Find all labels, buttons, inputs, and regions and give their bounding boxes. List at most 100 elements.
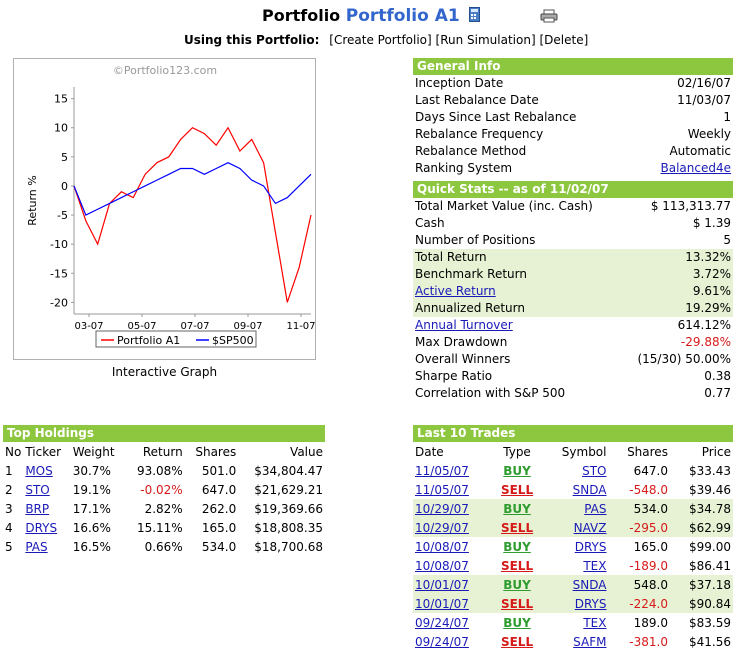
- legend-label-benchmark: $SP500: [212, 334, 254, 347]
- table-row: 10/08/07 BUY DRYS 165.0 $99.00: [415, 539, 731, 554]
- stat-row: Active Return 9.61%: [413, 283, 733, 300]
- stat-row: Annual Turnover 614.12%: [415, 318, 731, 332]
- stat-row: Sharpe Ratio 0.38: [415, 369, 731, 383]
- trade-type[interactable]: BUY: [503, 463, 531, 478]
- ticker-link[interactable]: STO: [25, 482, 50, 497]
- symbol-link[interactable]: SNDA: [572, 577, 607, 592]
- symbol-link[interactable]: TEX: [583, 558, 607, 573]
- col-price: Price: [701, 444, 731, 459]
- col-ticker: Ticker: [25, 444, 62, 459]
- stat-row: Number of Positions 5: [415, 233, 731, 247]
- table-row: 10/01/07 BUY SNDA 548.0 $37.18: [413, 575, 733, 594]
- chart-legend: [95, 330, 257, 348]
- y-tick-label: -20: [50, 296, 68, 309]
- table-row: 11/05/07 BUY STO 647.0 $33.43: [415, 463, 731, 478]
- col-value: Value: [290, 444, 323, 459]
- quick-stats-panel: Quick Stats -- as of 11/02/07 Total Mark…: [413, 181, 733, 402]
- symbol-link[interactable]: SNDA: [572, 482, 607, 497]
- ticker-link[interactable]: BRP: [25, 501, 50, 516]
- table-row: 2 STO 19.1% -0.02% 647.0 $21,629.21: [5, 482, 323, 497]
- performance-chart[interactable]: ©Portfolio123.com 15 10 5 0 -5 -10 -15 -20 03-07 0…: [14, 59, 317, 361]
- symbol-link[interactable]: NAVZ: [573, 520, 607, 535]
- date-link[interactable]: 11/05/07: [415, 463, 469, 478]
- graph-caption: Interactive Graph: [111, 365, 218, 379]
- date-link[interactable]: 10/08/07: [415, 558, 469, 573]
- portfolio-series-line: [73, 126, 312, 303]
- col-shares: Shares: [627, 444, 668, 459]
- trade-type[interactable]: SELL: [500, 558, 534, 573]
- active-return-link[interactable]: Active Return: [415, 284, 496, 298]
- y-tick-label: -10: [50, 238, 68, 251]
- run-simulation-link[interactable]: [Run Simulation]: [435, 33, 536, 47]
- x-tick-label: 03-07: [74, 321, 103, 332]
- ticker-link[interactable]: DRYS: [25, 520, 58, 535]
- top-holdings-panel: Top Holdings No Ticker Weight Return Sha…: [3, 425, 325, 556]
- date-link[interactable]: 10/29/07: [415, 520, 469, 535]
- delete-link[interactable]: [Delete]: [539, 33, 589, 47]
- stat-row: Max Drawdown -29.88%: [415, 335, 731, 349]
- title-row: Portfolio Portfolio A1: [0, 6, 735, 30]
- calculator-icon[interactable]: [469, 7, 481, 22]
- ticker-link[interactable]: MOS: [25, 463, 53, 478]
- x-tick-label: 07-07: [180, 321, 209, 332]
- annual-turnover-link[interactable]: Annual Turnover: [415, 318, 513, 332]
- trade-type[interactable]: BUY: [503, 577, 531, 592]
- trades-table: Date Type Symbol Shares Price 11/05/07 BU…: [413, 442, 733, 651]
- ticker-link[interactable]: PAS: [25, 539, 48, 554]
- date-link[interactable]: 09/24/07: [415, 634, 469, 649]
- col-symbol: Symbol: [561, 444, 607, 459]
- trade-type[interactable]: SELL: [500, 482, 534, 497]
- performance-graph[interactable]: ©Portfolio123.com 15 10 5 0 -5 -10 -15 -20 03-07 0…: [13, 58, 316, 360]
- table-row: 09/24/07 SELL SAFM -381.0 $41.56: [415, 634, 731, 649]
- create-portfolio-link[interactable]: [Create Portfolio]: [329, 33, 432, 47]
- symbol-link[interactable]: SAFM: [573, 634, 607, 649]
- table-row: 10/29/07 BUY PAS 534.0 $34.78: [413, 499, 733, 518]
- chart-watermark: ©Portfolio123.com: [113, 64, 217, 77]
- date-link[interactable]: 10/01/07: [415, 577, 469, 592]
- date-link[interactable]: 10/08/07: [415, 539, 469, 554]
- info-row: Rebalance Frequency Weekly: [415, 127, 731, 141]
- date-link[interactable]: 10/01/07: [415, 596, 469, 611]
- page-title: Portfolio Portfolio A1: [262, 6, 481, 26]
- y-axis-label: Return %: [26, 175, 39, 225]
- info-row: Rebalance Method Automatic: [415, 144, 731, 158]
- symbol-link[interactable]: DRYS: [574, 539, 607, 554]
- stat-row: Correlation with S&P 500 0.77: [415, 386, 731, 400]
- stat-row: Annualized Return 19.29%: [413, 300, 733, 317]
- portfolio-name: Portfolio A1: [345, 6, 460, 26]
- printer-icon[interactable]: [540, 9, 558, 23]
- x-tick-label: 11-07: [286, 321, 315, 332]
- trade-type[interactable]: SELL: [500, 596, 534, 611]
- trade-type[interactable]: SELL: [500, 634, 534, 649]
- stat-row: Overall Winners (15/30) 50.00%: [415, 352, 731, 366]
- table-row: 1 MOS 30.7% 93.08% 501.0 $34,804.47: [5, 463, 323, 478]
- table-row: 09/24/07 BUY TEX 189.0 $83.59: [415, 615, 731, 630]
- trade-type[interactable]: SELL: [500, 520, 534, 535]
- date-link[interactable]: 11/05/07: [415, 482, 469, 497]
- date-link[interactable]: 09/24/07: [415, 615, 469, 630]
- col-type: Type: [503, 444, 531, 459]
- symbol-link[interactable]: STO: [582, 463, 607, 478]
- y-tick-label: -5: [57, 209, 68, 222]
- info-row: Last Rebalance Date 11/03/07: [415, 93, 731, 107]
- trade-type[interactable]: BUY: [503, 615, 531, 630]
- trade-type[interactable]: BUY: [503, 539, 531, 554]
- col-no: No: [5, 444, 22, 459]
- table-row: 10/08/07 SELL TEX -189.0 $86.41: [415, 558, 731, 573]
- symbol-link[interactable]: DRYS: [574, 596, 607, 611]
- symbol-link[interactable]: PAS: [584, 501, 607, 516]
- general-info-panel: General Info Inception Date 02/16/07 Last…: [413, 58, 733, 177]
- y-tick-label: 15: [54, 93, 68, 106]
- quick-stats-title: Quick Stats -- as of 11/02/07: [413, 181, 733, 198]
- trade-type[interactable]: BUY: [503, 501, 531, 516]
- info-row: Ranking System Balanced4e: [415, 161, 732, 175]
- info-row: Days Since Last Rebalance 1: [415, 110, 731, 124]
- y-tick-label: 5: [61, 151, 68, 164]
- ranking-system-link[interactable]: Balanced4e: [660, 161, 732, 175]
- info-row: Inception Date 02/16/07: [415, 76, 731, 90]
- date-link[interactable]: 10/29/07: [415, 501, 469, 516]
- stat-row: Cash $ 1.39: [415, 216, 731, 230]
- symbol-link[interactable]: TEX: [583, 615, 607, 630]
- table-row: 10/01/07 SELL DRYS -224.0 $90.84: [413, 594, 733, 613]
- col-return: Return: [142, 444, 183, 459]
